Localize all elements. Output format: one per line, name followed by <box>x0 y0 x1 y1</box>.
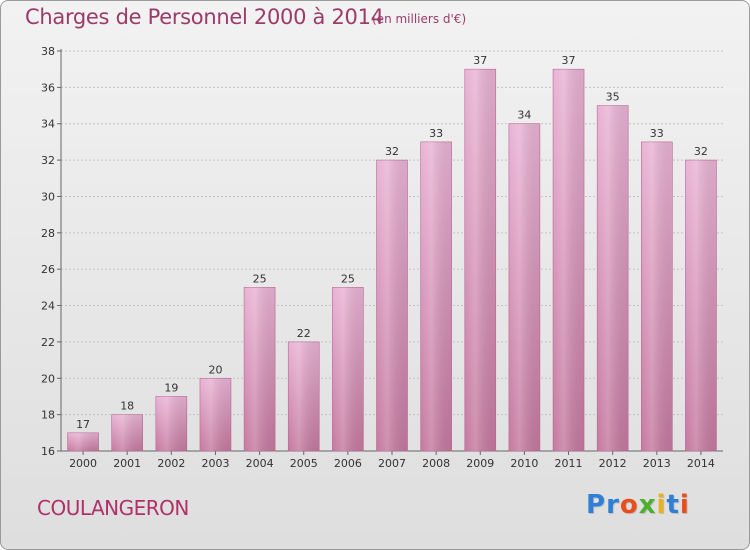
proxiti-logo: Proxiti <box>586 490 690 520</box>
y-tick-label: 26 <box>41 263 55 276</box>
x-tick-label: 2010 <box>510 457 538 470</box>
bar-shine <box>641 141 673 451</box>
logo-letter: i <box>656 490 667 520</box>
x-tick-label: 2002 <box>157 457 185 470</box>
x-tick-label: 2013 <box>643 457 671 470</box>
bar-shine <box>332 287 364 451</box>
x-tick-label: 2001 <box>113 457 141 470</box>
logo-letter: i <box>679 490 690 520</box>
bar-shine <box>553 69 585 451</box>
y-tick-label: 34 <box>41 118 55 131</box>
value-label: 35 <box>606 91 620 104</box>
value-label: 34 <box>517 109 531 122</box>
value-label: 25 <box>341 272 355 285</box>
bar-shine <box>464 69 496 451</box>
chart-subtitle: (en milliers d'€) <box>372 12 467 26</box>
value-label: 32 <box>385 145 399 158</box>
bar-shine <box>597 105 629 451</box>
x-tick-label: 2009 <box>466 457 494 470</box>
bar-shine <box>376 160 408 451</box>
x-tick-labels: 2000 2001 2002 2003 2004 2005 2006 2007 2008 2009… <box>69 457 715 470</box>
x-tick-label: 2008 <box>422 457 450 470</box>
bar-shine <box>155 396 187 451</box>
y-tick-label: 20 <box>41 372 55 385</box>
logo-letter: x <box>638 490 657 520</box>
y-tick-label: 24 <box>41 300 55 313</box>
x-tick-label: 2000 <box>69 457 97 470</box>
value-label: 33 <box>429 127 443 140</box>
y-tick-label: 18 <box>41 409 55 422</box>
value-label: 19 <box>164 381 178 394</box>
logo-letter: P <box>586 490 607 520</box>
x-tick-label: 2006 <box>334 457 362 470</box>
commune-name: COULANGERON <box>37 496 189 520</box>
value-label: 18 <box>120 400 134 413</box>
y-tick-label: 28 <box>41 227 55 240</box>
value-label: 25 <box>253 272 267 285</box>
value-label: 37 <box>473 54 487 67</box>
value-label: 17 <box>76 418 90 431</box>
value-label: 33 <box>650 127 664 140</box>
y-tick-labels: 16 18 20 22 24 26 28 30 32 34 36 38 <box>41 45 55 458</box>
logo-letter: o <box>619 490 639 520</box>
bar-shine <box>199 378 231 451</box>
bars <box>67 68 717 452</box>
x-tick-label: 2012 <box>599 457 627 470</box>
x-tick-label: 2007 <box>378 457 406 470</box>
x-tick-label: 2004 <box>246 457 274 470</box>
y-tick-label: 38 <box>41 45 55 58</box>
value-labels: 17 18 19 20 25 22 25 32 33 37 34 37 35 33 32 <box>76 54 708 431</box>
value-label: 20 <box>208 363 222 376</box>
logo-letter: r <box>606 490 620 520</box>
y-tick-label: 36 <box>41 81 55 94</box>
x-tick-label: 2014 <box>687 457 715 470</box>
y-tick-label: 32 <box>41 154 55 167</box>
y-tick-label: 16 <box>41 445 55 458</box>
bar-shine <box>111 414 143 451</box>
bar-shine <box>685 160 717 451</box>
bar-shine <box>508 123 540 452</box>
logo-letter: t <box>666 490 680 520</box>
bar-shine <box>67 432 99 451</box>
x-tick-label: 2011 <box>555 457 583 470</box>
y-tick-label: 30 <box>41 190 55 203</box>
bar-shine <box>420 141 452 451</box>
value-label: 37 <box>562 54 576 67</box>
bar-shine <box>288 341 320 451</box>
chart-title: Charges de Personnel 2000 à 2014 <box>25 5 384 29</box>
value-label: 32 <box>694 145 708 158</box>
bar-shine <box>244 287 276 451</box>
value-label: 22 <box>297 327 311 340</box>
x-tick-label: 2005 <box>290 457 318 470</box>
y-tick-label: 22 <box>41 336 55 349</box>
x-tick-label: 2003 <box>201 457 229 470</box>
